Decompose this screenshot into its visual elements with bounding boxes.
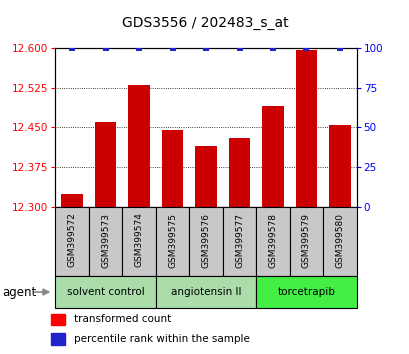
Bar xyxy=(155,207,189,276)
Text: GSM399580: GSM399580 xyxy=(335,213,344,268)
Text: GSM399578: GSM399578 xyxy=(268,213,277,268)
Bar xyxy=(295,50,317,207)
Text: GSM399573: GSM399573 xyxy=(101,213,110,268)
Text: GSM399572: GSM399572 xyxy=(67,213,76,268)
Text: GSM399574: GSM399574 xyxy=(134,213,143,268)
Bar xyxy=(322,207,356,276)
Bar xyxy=(51,333,65,345)
Bar xyxy=(261,106,283,207)
Bar xyxy=(328,125,350,207)
Bar xyxy=(55,276,155,308)
Bar xyxy=(222,207,256,276)
Text: angiotensin II: angiotensin II xyxy=(171,287,240,297)
Bar xyxy=(256,207,289,276)
Text: agent: agent xyxy=(2,286,36,298)
Text: transformed count: transformed count xyxy=(74,314,171,324)
Text: GSM399577: GSM399577 xyxy=(234,213,243,268)
Text: GSM399575: GSM399575 xyxy=(168,213,177,268)
Bar xyxy=(228,138,250,207)
Bar xyxy=(189,207,222,276)
Bar xyxy=(55,207,89,276)
Text: solvent control: solvent control xyxy=(67,287,144,297)
Bar xyxy=(195,146,216,207)
Bar xyxy=(128,85,150,207)
Bar xyxy=(51,314,65,325)
Bar xyxy=(289,207,322,276)
Bar xyxy=(122,207,155,276)
Bar xyxy=(155,276,256,308)
Bar xyxy=(161,130,183,207)
Bar xyxy=(94,122,116,207)
Bar xyxy=(256,276,356,308)
Text: GSM399579: GSM399579 xyxy=(301,213,310,268)
Text: GSM399576: GSM399576 xyxy=(201,213,210,268)
Text: torcetrapib: torcetrapib xyxy=(277,287,335,297)
Bar xyxy=(61,194,83,207)
Text: GDS3556 / 202483_s_at: GDS3556 / 202483_s_at xyxy=(121,16,288,30)
Bar xyxy=(89,207,122,276)
Text: percentile rank within the sample: percentile rank within the sample xyxy=(74,334,249,344)
